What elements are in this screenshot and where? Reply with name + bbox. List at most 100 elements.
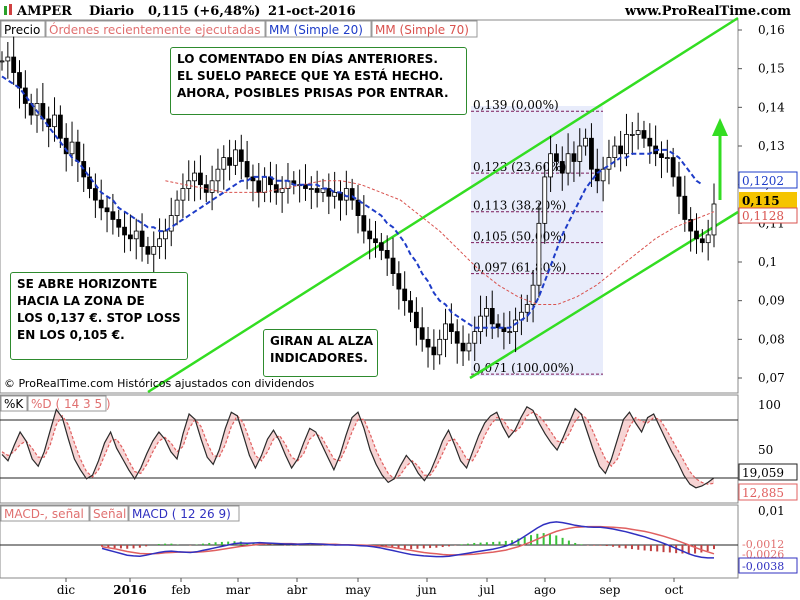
x-tick-label: may: [345, 583, 371, 597]
candle-body: [478, 315, 483, 332]
candle-body: [483, 307, 489, 317]
candle-body: [507, 331, 513, 334]
candle-body: [361, 215, 367, 232]
candle-body: [542, 176, 548, 224]
candle-body: [244, 161, 250, 178]
candle-body: [664, 157, 670, 160]
candle-body: [163, 230, 168, 240]
candle-body: [133, 230, 139, 240]
legend-signal-box: [89, 505, 129, 522]
stoch-panel-frame: [0, 394, 739, 504]
candle-body: [174, 199, 180, 216]
badge-price: [739, 192, 797, 208]
candle-body: [443, 323, 448, 340]
main-legend: Precio Órdenes recientemente ejecutadas …: [0, 20, 478, 38]
header-date: 21-oct-2016: [268, 4, 356, 19]
candle-body: [127, 234, 133, 240]
badge-d-text: 12,885: [742, 486, 784, 500]
candle-body: [198, 172, 203, 186]
x-tick-label: dic: [57, 583, 76, 597]
candle-body: [326, 188, 332, 197]
candle-body: [501, 327, 507, 333]
candle-symbol-icon-2: [9, 4, 12, 15]
candle-body: [594, 168, 600, 182]
y-tick-label: 0,07: [758, 371, 785, 385]
candle-body: [168, 215, 174, 232]
badge-macd-signal-text: -0,0012: [742, 538, 784, 551]
legend-signal: Señal: [93, 507, 126, 521]
candle-body: [431, 346, 437, 356]
badge-macd-text: -0,0038: [742, 560, 784, 573]
candle-body: [489, 307, 495, 325]
candle-body: [221, 157, 227, 170]
channel-lower-line: [469, 210, 739, 380]
fib-level-label: 0,071 (100,00%): [473, 361, 574, 375]
legend-macd-signal-box: [0, 505, 90, 522]
legend-ma70: MM (Simple 70): [375, 23, 469, 37]
candle-body: [87, 176, 92, 189]
last-values-macd: -0,0012 -0,0026 -0,0038: [738, 538, 798, 574]
x-tick-label: feb: [171, 583, 191, 597]
candle-body: [22, 87, 28, 104]
candle-body: [75, 141, 81, 162]
candle-body: [589, 137, 594, 170]
note-left: SE ABRE HORIZONTE HACIA LA ZONA DE LOS 0…: [10, 272, 188, 360]
candle-body: [303, 184, 308, 189]
x-tick-label: 2016: [113, 583, 146, 597]
fib-level-label: 0,113 (38,20%): [473, 199, 566, 213]
candle-body: [367, 230, 373, 240]
legend-k-box: [0, 395, 28, 412]
candle-body: [5, 56, 11, 62]
candle-body: [349, 188, 355, 201]
badge-macd: [738, 557, 798, 574]
candle-body: [688, 219, 694, 232]
badge-k: [738, 463, 798, 481]
badge-ma70-text: 0,1128: [742, 209, 784, 223]
legend-price-box: [0, 20, 46, 38]
note-mid-line-1: GIRAN AL ALZA: [270, 334, 374, 348]
candle-body: [711, 203, 717, 236]
candle-body: [530, 284, 536, 305]
candle-body: [180, 188, 186, 201]
y-tick-label: 0,08: [758, 332, 785, 346]
legend-d-box: [27, 395, 107, 412]
candle-body: [151, 246, 157, 255]
macd-signal-line: [101, 525, 715, 556]
candle-body: [565, 153, 571, 174]
candle-body: [583, 137, 589, 147]
y-axis-main: 0,160,150,140,130,120,110,10,090,080,07: [738, 23, 785, 385]
legend-ma20-box: [265, 20, 372, 38]
legend-macd-box: [128, 505, 240, 522]
legend-k: %K: [4, 397, 24, 411]
candle-body: [466, 342, 472, 352]
candle-body: [57, 114, 63, 139]
note-top-line-3: AHORA, POSIBLES PRISAS POR ENTRAR.: [177, 86, 449, 100]
stoch-legend: %K %D ( 14 3 5 ): [0, 395, 111, 412]
stoch-d-line: [1, 411, 715, 485]
macd-legend: MACD-, señal Señal MACD ( 12 26 9): [0, 505, 240, 522]
badge-price-text: 0,115: [742, 194, 780, 208]
candle-body: [694, 230, 699, 240]
up-arrow-icon: [712, 118, 728, 136]
header-site: www.ProRealTime.com: [624, 4, 791, 19]
candle-body: [554, 153, 559, 162]
candle-body: [92, 188, 98, 201]
header-symbol: AMPER: [16, 4, 72, 19]
candle-body: [355, 199, 361, 216]
header-bar: AMPER Diario 0,115 (+6,48%) 21-oct-2016 …: [4, 4, 791, 19]
candle-symbol-icon: [4, 6, 7, 15]
candle-body: [256, 180, 262, 193]
note-mid-line-2: INDICADORES.: [270, 351, 368, 365]
candle-body: [624, 133, 629, 155]
candle-body: [238, 149, 244, 162]
legend-ma70-box: [371, 20, 478, 38]
candle-body: [571, 153, 577, 162]
candle-body: [0, 60, 5, 63]
x-tick-label: abr: [287, 583, 308, 597]
fib-level-label: 0,139 (0,00%): [473, 98, 559, 112]
candle-body: [454, 331, 460, 344]
badge-k-text: 19,059: [742, 466, 784, 480]
candle-body: [402, 288, 408, 302]
legend-ma20: MM (Simple 20): [269, 23, 363, 37]
x-tick-label: mar: [226, 583, 251, 597]
